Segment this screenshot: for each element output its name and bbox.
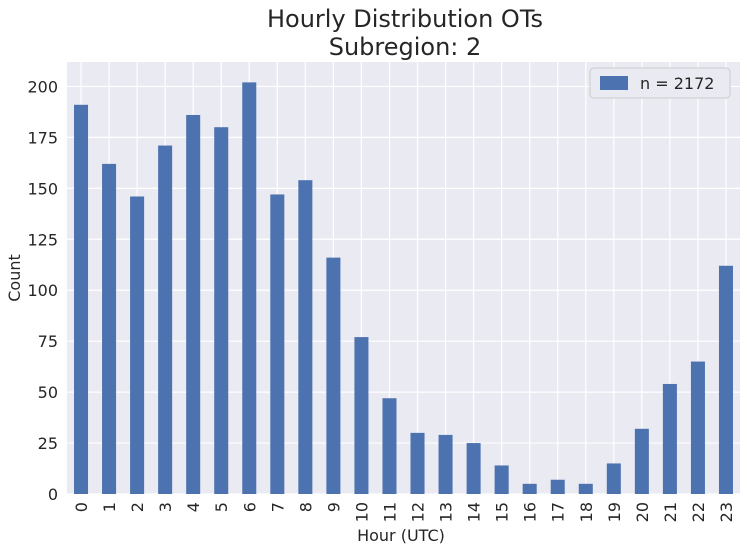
- bar-hour-0: [74, 104, 89, 494]
- y-tick-label-100: 100: [27, 281, 58, 300]
- y-tick-label-25: 25: [38, 434, 58, 453]
- y-tick-label-75: 75: [38, 332, 58, 351]
- bar-hour-10: [354, 337, 369, 494]
- y-tick-label-200: 200: [27, 77, 58, 96]
- x-tick-label-9: 9: [324, 502, 343, 512]
- bar-hour-19: [606, 463, 621, 494]
- legend: n = 2172: [589, 67, 731, 99]
- bar-hour-5: [214, 127, 229, 494]
- bar-hour-6: [242, 82, 257, 495]
- x-tick-label-14: 14: [465, 502, 484, 522]
- legend-box: [589, 67, 731, 99]
- bar-hour-7: [270, 194, 285, 495]
- bar-hour-1: [102, 163, 117, 495]
- y-tick-label-0: 0: [48, 485, 58, 504]
- bar-hour-22: [690, 361, 705, 494]
- x-tick-label-6: 6: [240, 502, 259, 512]
- bar-hour-13: [438, 434, 453, 494]
- y-tick-labels: 0 25 50 75 100 125 150 175 200: [27, 77, 58, 504]
- y-tick-label-50: 50: [38, 383, 58, 402]
- bar-hour-3: [158, 145, 173, 494]
- x-tick-label-16: 16: [521, 502, 540, 522]
- x-tick-label-3: 3: [156, 502, 175, 512]
- y-axis-label: Count: [5, 254, 24, 302]
- x-tick-label-4: 4: [184, 502, 203, 512]
- x-tick-label-5: 5: [212, 502, 231, 512]
- chart-title-line-2: Subregion: 2: [329, 33, 482, 61]
- y-tick-label-125: 125: [27, 230, 58, 249]
- x-tick-label-8: 8: [296, 502, 315, 512]
- bar-hour-18: [578, 483, 593, 494]
- bar-hour-17: [550, 479, 565, 494]
- bar-hour-2: [130, 196, 145, 494]
- plot-area: [67, 62, 740, 494]
- bar-hour-14: [466, 443, 481, 494]
- x-tick-label-23: 23: [717, 502, 736, 522]
- bar-hour-15: [494, 465, 509, 494]
- bar-hour-20: [634, 428, 649, 494]
- y-tick-label-150: 150: [27, 179, 58, 198]
- x-tick-label-10: 10: [352, 502, 371, 522]
- bar-hour-16: [522, 483, 537, 494]
- x-tick-labels: 0 1 2 3 4 5 6 7 8 9 10 11 12 13 14 15 16 17 18 19 20 21 22 23: [72, 502, 736, 522]
- x-tick-label-15: 15: [493, 502, 512, 522]
- x-tick-label-22: 22: [689, 502, 708, 522]
- bars: [74, 82, 733, 495]
- legend-swatch: [600, 76, 628, 90]
- legend-label: n = 2172: [640, 74, 714, 93]
- x-tick-label-12: 12: [409, 502, 428, 522]
- bar-hour-4: [186, 114, 201, 494]
- x-tick-label-13: 13: [437, 502, 456, 522]
- x-axis-label: Hour (UTC): [357, 526, 445, 545]
- x-tick-label-11: 11: [380, 502, 399, 522]
- x-tick-label-7: 7: [268, 502, 287, 512]
- x-tick-label-18: 18: [577, 502, 596, 522]
- x-tick-label-0: 0: [72, 502, 91, 512]
- bar-hour-11: [382, 398, 397, 494]
- x-tick-label-1: 1: [100, 502, 119, 512]
- x-tick-label-17: 17: [549, 502, 568, 522]
- chart-title-line-1: Hourly Distribution OTs: [267, 5, 543, 33]
- bar-hour-23: [718, 265, 733, 494]
- x-tick-label-21: 21: [661, 502, 680, 522]
- y-tick-label-175: 175: [27, 128, 58, 147]
- bar-hour-21: [662, 383, 677, 494]
- bar-hour-8: [298, 180, 313, 495]
- x-tick-label-20: 20: [633, 502, 652, 522]
- x-tick-label-19: 19: [605, 502, 624, 522]
- bar-hour-12: [410, 432, 425, 494]
- bar-hour-9: [326, 257, 341, 494]
- x-tick-label-2: 2: [128, 502, 147, 512]
